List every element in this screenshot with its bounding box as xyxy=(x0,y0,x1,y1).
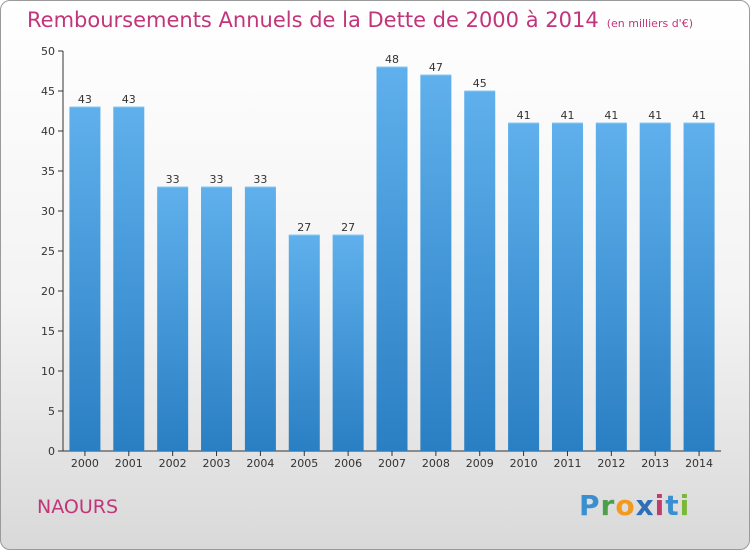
y-tick-label: 15 xyxy=(41,325,55,338)
chart-subtitle: (en milliers d'€) xyxy=(606,17,693,30)
x-tick-label: 2001 xyxy=(115,457,143,470)
bar-value-label: 45 xyxy=(473,77,487,90)
bar xyxy=(113,107,145,451)
logo-letter: i xyxy=(654,489,666,522)
y-tick-label: 40 xyxy=(41,125,55,138)
bar xyxy=(639,123,671,451)
x-tick-label: 2008 xyxy=(422,457,450,470)
bar xyxy=(464,91,496,451)
x-tick-label: 2000 xyxy=(71,457,99,470)
bar xyxy=(157,187,189,451)
logo-letter: o xyxy=(615,489,636,522)
x-tick-label: 2004 xyxy=(246,457,274,470)
bar xyxy=(376,67,408,451)
x-tick-label: 2002 xyxy=(159,457,187,470)
chart-title: Remboursements Annuels de la Dette de 20… xyxy=(27,8,599,32)
bar-value-label: 48 xyxy=(385,53,399,66)
y-tick-label: 0 xyxy=(48,445,55,458)
logo-letter: x xyxy=(635,489,655,522)
bar-value-label: 33 xyxy=(253,173,267,186)
bar-value-label: 41 xyxy=(648,109,662,122)
bar-value-label: 27 xyxy=(297,221,311,234)
bar xyxy=(332,235,364,451)
y-tick-label: 50 xyxy=(41,45,55,58)
x-tick-label: 2012 xyxy=(597,457,625,470)
bar xyxy=(288,235,320,451)
bar-value-label: 33 xyxy=(210,173,224,186)
x-tick-label: 2009 xyxy=(466,457,494,470)
y-tick-label: 10 xyxy=(41,365,55,378)
x-tick-label: 2010 xyxy=(510,457,538,470)
y-tick-label: 30 xyxy=(41,205,55,218)
x-tick-label: 2014 xyxy=(685,457,713,470)
x-tick-label: 2007 xyxy=(378,457,406,470)
y-tick-label: 25 xyxy=(41,245,55,258)
logo-letter: t xyxy=(665,489,680,522)
y-tick-label: 5 xyxy=(48,405,55,418)
bar xyxy=(508,123,540,451)
bar xyxy=(201,187,233,451)
bar xyxy=(420,75,452,451)
bar xyxy=(551,123,583,451)
bar xyxy=(595,123,627,451)
bar-value-label: 47 xyxy=(429,61,443,74)
bar xyxy=(244,187,276,451)
logo-letter: i xyxy=(679,489,691,522)
bar-value-label: 41 xyxy=(517,109,531,122)
bar xyxy=(69,107,101,451)
x-tick-label: 2013 xyxy=(641,457,669,470)
y-tick-label: 20 xyxy=(41,285,55,298)
bar-value-label: 43 xyxy=(122,93,136,106)
x-tick-label: 2011 xyxy=(553,457,581,470)
bar-value-label: 41 xyxy=(560,109,574,122)
commune-name: NAOURS xyxy=(37,496,119,518)
bar-value-label: 41 xyxy=(692,109,706,122)
bar xyxy=(683,123,715,451)
bar-value-label: 43 xyxy=(78,93,92,106)
bar-value-label: 27 xyxy=(341,221,355,234)
proxiti-logo[interactable]: Proxiti xyxy=(579,489,690,522)
x-tick-label: 2005 xyxy=(290,457,318,470)
y-tick-label: 45 xyxy=(41,85,55,98)
logo-letter: r xyxy=(600,489,616,522)
x-tick-label: 2006 xyxy=(334,457,362,470)
x-tick-label: 2003 xyxy=(203,457,231,470)
y-tick-label: 35 xyxy=(41,165,55,178)
chart-title-block: Remboursements Annuels de la Dette de 20… xyxy=(27,8,693,32)
bar-value-label: 33 xyxy=(166,173,180,186)
bar-value-label: 41 xyxy=(604,109,618,122)
logo-letter: P xyxy=(579,489,601,522)
